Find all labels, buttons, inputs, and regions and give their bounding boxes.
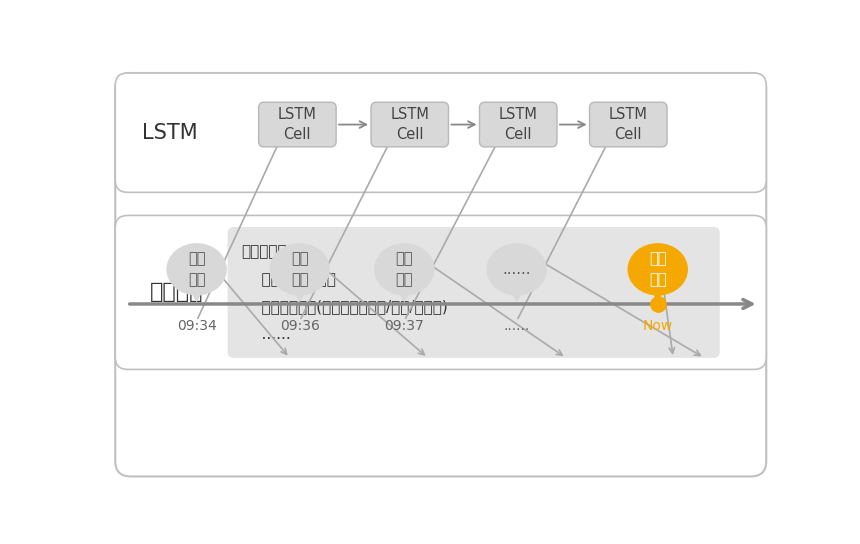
Ellipse shape [269,243,330,295]
Text: 借款
申请: 借款 申请 [649,251,666,287]
FancyBboxPatch shape [259,102,336,147]
Ellipse shape [487,243,547,295]
Text: 特征提取：: 特征提取： [242,244,287,259]
Text: 认证
点击: 认证 点击 [396,251,413,287]
Ellipse shape [166,243,227,295]
Text: ......: ...... [242,327,291,342]
Text: LSTM
Cell: LSTM Cell [278,107,316,142]
Text: ......: ...... [502,262,531,277]
Text: LSTM
Cell: LSTM Cell [609,107,648,142]
FancyBboxPatch shape [371,102,449,147]
Text: 09:34: 09:34 [177,319,217,333]
Text: 注册
登录: 注册 登录 [187,251,206,287]
Text: 相邻操作时长(统计特性，最大/最小/均值等): 相邻操作时长(统计特性，最大/最小/均值等) [242,299,447,314]
FancyBboxPatch shape [590,102,667,147]
Text: Now: Now [642,319,673,333]
Ellipse shape [628,243,688,295]
Polygon shape [293,291,306,302]
Text: 产品
浏览: 产品 浏览 [291,251,309,287]
Ellipse shape [374,243,434,295]
FancyBboxPatch shape [480,102,557,147]
Text: LSTM
Cell: LSTM Cell [499,107,538,142]
Polygon shape [652,291,664,302]
FancyBboxPatch shape [228,227,720,358]
Text: 09:36: 09:36 [280,319,320,333]
Text: LSTM: LSTM [143,122,198,143]
Text: LSTM
Cell: LSTM Cell [390,107,429,142]
Text: 传统方法: 传统方法 [150,282,204,302]
FancyBboxPatch shape [115,73,766,193]
FancyBboxPatch shape [115,73,766,477]
Polygon shape [190,291,203,302]
Polygon shape [511,291,523,302]
Text: 最近X天登录次数: 最近X天登录次数 [242,271,335,287]
Text: ......: ...... [504,319,530,333]
Polygon shape [398,291,410,302]
Text: 09:37: 09:37 [384,319,424,333]
FancyBboxPatch shape [115,215,766,369]
